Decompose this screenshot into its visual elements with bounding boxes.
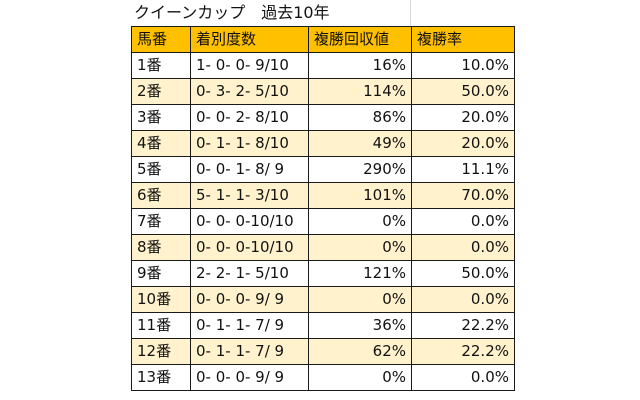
cell-place-rate[interactable]: 10.0% (411, 52, 515, 79)
cell-place-rate[interactable]: 22.2% (411, 312, 515, 339)
cell-finish-record[interactable]: 1- 0- 0- 9/10 (190, 52, 309, 79)
cell-finish-record[interactable]: 2- 2- 1- 5/10 (190, 260, 309, 287)
header-row: 馬番 着別度数 複勝回収値 複勝率 (131, 26, 515, 53)
cell-post-position[interactable]: 5番 (131, 156, 191, 183)
table-row: 3番 0- 0- 2- 8/10 86% 20.0% (131, 104, 515, 131)
cell-place-rate[interactable]: 0.0% (411, 286, 515, 313)
cell-post-position[interactable]: 11番 (131, 312, 191, 339)
header-cell-place-return[interactable]: 複勝回収値 (308, 26, 412, 53)
cell-post-position[interactable]: 1番 (131, 52, 191, 79)
gridline (410, 0, 411, 26)
cell-place-return[interactable]: 0% (308, 208, 412, 235)
table-row: 1番 1- 0- 0- 9/10 16% 10.0% (131, 52, 515, 79)
table-row: 11番 0- 1- 1- 7/ 9 36% 22.2% (131, 312, 515, 339)
cell-finish-record[interactable]: 0- 0- 0-10/10 (190, 208, 309, 235)
cell-finish-record[interactable]: 0- 0- 1- 8/ 9 (190, 156, 309, 183)
table-row: 13番 0- 0- 0- 9/ 9 0% 0.0% (131, 364, 515, 391)
spreadsheet-area: クイーンカップ 過去10年 馬番 着別度数 複勝回収値 複勝率 1番 1- 0- … (120, 0, 520, 400)
cell-finish-record[interactable]: 0- 1- 1- 7/ 9 (190, 312, 309, 339)
cell-finish-record[interactable]: 5- 1- 1- 3/10 (190, 182, 309, 209)
cell-place-rate[interactable]: 0.0% (411, 208, 515, 235)
table-row: 10番 0- 0- 0- 9/ 9 0% 0.0% (131, 286, 515, 313)
cell-post-position[interactable]: 8番 (131, 234, 191, 261)
cell-finish-record[interactable]: 0- 0- 0-10/10 (190, 234, 309, 261)
cell-place-rate[interactable]: 50.0% (411, 78, 515, 105)
table-row: 2番 0- 3- 2- 5/10 114% 50.0% (131, 78, 515, 105)
cell-post-position[interactable]: 10番 (131, 286, 191, 313)
cell-place-return[interactable]: 0% (308, 364, 412, 391)
cell-place-return[interactable]: 49% (308, 130, 412, 157)
cell-post-position[interactable]: 7番 (131, 208, 191, 235)
header-cell-place-rate[interactable]: 複勝率 (411, 26, 515, 53)
cell-place-return[interactable]: 121% (308, 260, 412, 287)
table-row: 9番 2- 2- 1- 5/10 121% 50.0% (131, 260, 515, 287)
cell-place-return[interactable]: 86% (308, 104, 412, 131)
cell-place-return[interactable]: 0% (308, 286, 412, 313)
cell-place-rate[interactable]: 0.0% (411, 234, 515, 261)
cell-finish-record[interactable]: 0- 1- 1- 7/ 9 (190, 338, 309, 365)
cell-place-return[interactable]: 0% (308, 234, 412, 261)
cell-post-position[interactable]: 2番 (131, 78, 191, 105)
cell-place-return[interactable]: 16% (308, 52, 412, 79)
cell-post-position[interactable]: 13番 (131, 364, 191, 391)
cell-finish-record[interactable]: 0- 0- 0- 9/ 9 (190, 286, 309, 313)
results-table: 馬番 着別度数 複勝回収値 複勝率 1番 1- 0- 0- 9/10 16% 10.0… (131, 26, 515, 391)
cell-post-position[interactable]: 3番 (131, 104, 191, 131)
cell-finish-record[interactable]: 0- 0- 2- 8/10 (190, 104, 309, 131)
cell-place-rate[interactable]: 20.0% (411, 130, 515, 157)
table-row: 12番 0- 1- 1- 7/ 9 62% 22.2% (131, 338, 515, 365)
table-row: 6番 5- 1- 1- 3/10 101% 70.0% (131, 182, 515, 209)
cell-place-rate[interactable]: 0.0% (411, 364, 515, 391)
header-cell-finish-record[interactable]: 着別度数 (190, 26, 309, 53)
cell-finish-record[interactable]: 0- 0- 0- 9/ 9 (190, 364, 309, 391)
cell-place-rate[interactable]: 50.0% (411, 260, 515, 287)
cell-place-return[interactable]: 114% (308, 78, 412, 105)
header-cell-post-position[interactable]: 馬番 (131, 26, 191, 53)
cell-place-return[interactable]: 62% (308, 338, 412, 365)
cell-post-position[interactable]: 9番 (131, 260, 191, 287)
cell-place-rate[interactable]: 22.2% (411, 338, 515, 365)
table-row: 7番 0- 0- 0-10/10 0% 0.0% (131, 208, 515, 235)
cell-place-return[interactable]: 290% (308, 156, 412, 183)
cell-place-return[interactable]: 36% (308, 312, 412, 339)
cell-post-position[interactable]: 12番 (131, 338, 191, 365)
cell-place-rate[interactable]: 11.1% (411, 156, 515, 183)
cell-place-rate[interactable]: 70.0% (411, 182, 515, 209)
table-row: 8番 0- 0- 0-10/10 0% 0.0% (131, 234, 515, 261)
table-row: 4番 0- 1- 1- 8/10 49% 20.0% (131, 130, 515, 157)
cell-post-position[interactable]: 6番 (131, 182, 191, 209)
cell-post-position[interactable]: 4番 (131, 130, 191, 157)
cell-finish-record[interactable]: 0- 1- 1- 8/10 (190, 130, 309, 157)
table-body: 1番 1- 0- 0- 9/10 16% 10.0% 2番 0- 3- 2- 5/10 11… (131, 52, 515, 391)
cell-place-return[interactable]: 101% (308, 182, 412, 209)
cell-place-rate[interactable]: 20.0% (411, 104, 515, 131)
cell-finish-record[interactable]: 0- 3- 2- 5/10 (190, 78, 309, 105)
sheet-title: クイーンカップ 過去10年 (134, 3, 330, 22)
table-row: 5番 0- 0- 1- 8/ 9 290% 11.1% (131, 156, 515, 183)
